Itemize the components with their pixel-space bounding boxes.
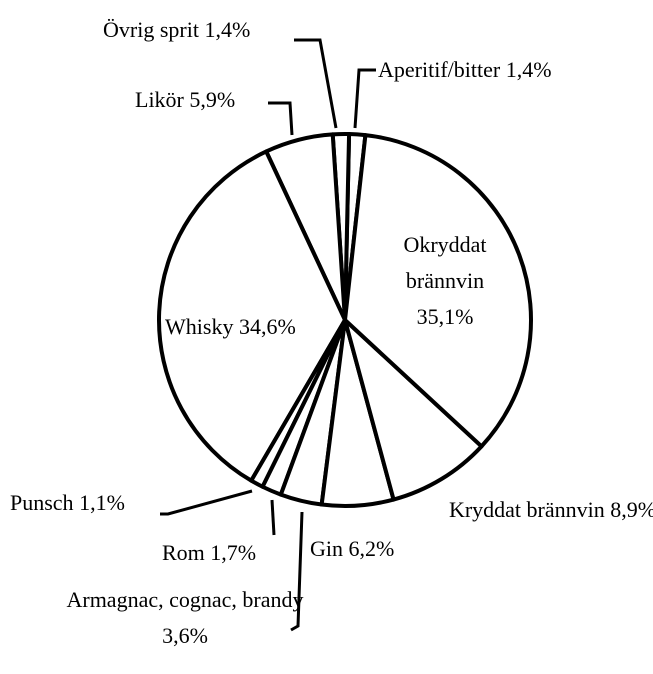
leader-line (290, 511, 304, 632)
category-name: Armagnac, cognac, brandy (66, 587, 304, 612)
slice-label: Övrig sprit 1,4% (103, 12, 250, 48)
leader-line (270, 499, 276, 536)
pie-slice (343, 133, 533, 449)
slice-label: Punsch 1,1% (10, 485, 125, 521)
category-name: Okryddat brännvin (403, 232, 487, 293)
value-label: 3,6% (162, 623, 208, 648)
slice-label: Okryddat brännvin 35,1% (385, 227, 505, 335)
slice-label: Kryddat brännvin 8,9% (445, 492, 653, 528)
value-label: 1,4% (204, 17, 251, 42)
slice-label: Armagnac, cognac, brandy 3,6% (65, 582, 305, 654)
value-label: 6,2% (348, 536, 395, 561)
slice-label: Rom 1,7% (162, 535, 256, 571)
slice-label: Whisky 34,6% (165, 309, 296, 345)
leader-line (268, 101, 294, 136)
category-name: Likör (135, 87, 184, 112)
leader-line (294, 38, 338, 129)
pie-slice (343, 318, 484, 502)
category-name: Punsch (10, 490, 74, 515)
category-name: Gin (310, 536, 343, 561)
slice-label: Aperitif/bitter 1,4% (378, 52, 552, 88)
value-label: 1,1% (79, 490, 125, 515)
leader-line (353, 68, 376, 129)
category-name: Kryddat brännvin (448, 497, 605, 522)
value-label: 35,1% (416, 304, 474, 329)
category-name: Rom (162, 540, 205, 565)
slice-label: Gin 6,2% (310, 531, 394, 567)
category-name: Whisky (165, 314, 234, 339)
value-label: 34,6% (238, 314, 296, 339)
value-label: 1,4% (505, 57, 552, 82)
value-label: 5,9% (189, 87, 236, 112)
slice-label: Likör 5,9% (135, 82, 235, 118)
value-label: 1,7% (210, 540, 257, 565)
leader-line (160, 489, 253, 516)
category-name: Aperitif/bitter (378, 57, 501, 82)
value-label: 8,9% (610, 497, 653, 522)
leader-lines (160, 38, 376, 632)
category-name: Övrig sprit (103, 17, 199, 42)
